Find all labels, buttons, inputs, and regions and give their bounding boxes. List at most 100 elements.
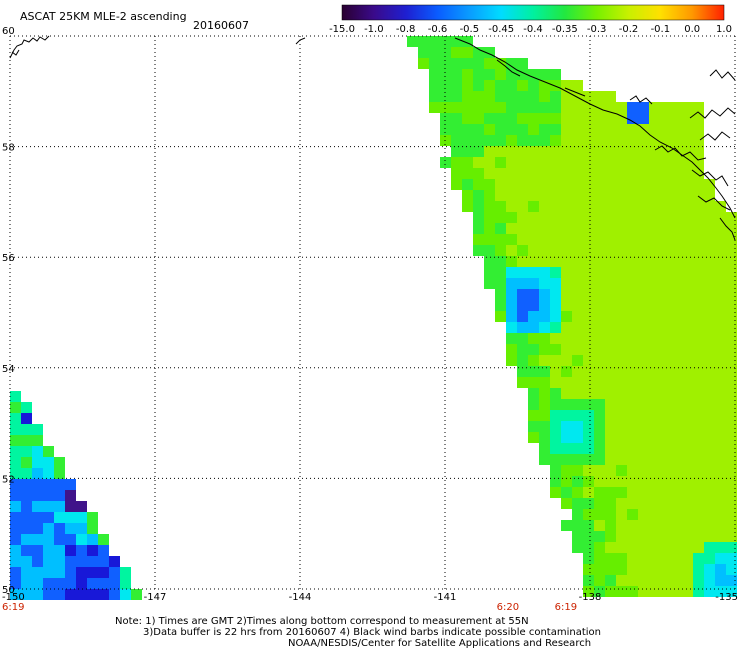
swath-cell — [54, 545, 65, 556]
swath-cell — [120, 578, 131, 589]
swath-cell — [594, 124, 605, 135]
swath-cell — [605, 146, 616, 157]
swath-cell — [550, 91, 561, 102]
swath-cell — [484, 245, 495, 256]
swath-cell — [440, 157, 451, 168]
swath-cell — [682, 520, 693, 531]
swath-cell — [671, 190, 682, 201]
swath-cell — [54, 589, 65, 600]
swath-cell — [10, 468, 21, 479]
swath-cell — [660, 355, 671, 366]
swath-cell — [682, 333, 693, 344]
swath-cell — [704, 190, 715, 201]
swath-cell — [616, 278, 627, 289]
swath-cell — [561, 366, 572, 377]
swath-cell — [671, 168, 682, 179]
swath-cell — [726, 465, 737, 476]
swath-cell — [528, 146, 539, 157]
swath-cell — [660, 212, 671, 223]
swath-cell — [43, 578, 54, 589]
swath-cell — [638, 212, 649, 223]
swath-cell — [484, 91, 495, 102]
swath-cell — [451, 91, 462, 102]
swath-cell — [65, 567, 76, 578]
swath-cell — [21, 501, 32, 512]
swath-cell — [682, 245, 693, 256]
swath-cell — [638, 520, 649, 531]
swath-cell — [660, 498, 671, 509]
swath-cell — [594, 564, 605, 575]
swath-cell — [627, 190, 638, 201]
swath-cell — [495, 190, 506, 201]
swath-cell — [495, 223, 506, 234]
swath-cell — [704, 245, 715, 256]
swath-cell — [539, 267, 550, 278]
swath-cell — [517, 113, 528, 124]
swath-cell — [726, 256, 737, 267]
swath-cell — [638, 553, 649, 564]
swath-cell — [638, 366, 649, 377]
swath-cell — [594, 575, 605, 586]
swath-cell — [682, 399, 693, 410]
swath-cell — [21, 457, 32, 468]
swath-cell — [715, 311, 726, 322]
swath-cell — [649, 476, 660, 487]
swath-cell — [550, 267, 561, 278]
swath-cell — [517, 179, 528, 190]
swath-cell — [495, 58, 506, 69]
swath-cell — [693, 498, 704, 509]
swath-cell — [638, 509, 649, 520]
swath-cell — [87, 512, 98, 523]
swath-cell — [32, 523, 43, 534]
swath-cell — [517, 245, 528, 256]
swath-west — [10, 391, 142, 600]
swath-cell — [429, 80, 440, 91]
swath-cell — [65, 578, 76, 589]
colorbar-tick-label: -0.35 — [552, 24, 578, 35]
swath-cell — [671, 465, 682, 476]
swath-cell — [594, 102, 605, 113]
swath-cell — [616, 553, 627, 564]
swath-cell — [671, 531, 682, 542]
swath-cell — [649, 333, 660, 344]
swath-cell — [682, 300, 693, 311]
swath-cell — [660, 344, 671, 355]
swath-cell — [473, 47, 484, 58]
swath-cell — [572, 157, 583, 168]
swath-cell — [715, 344, 726, 355]
swath-cell — [572, 355, 583, 366]
swath-cell — [539, 366, 550, 377]
swath-cell — [616, 432, 627, 443]
colorbar-tick-label: -0.2 — [619, 24, 639, 35]
swath-cell — [572, 487, 583, 498]
swath-cell — [583, 256, 594, 267]
swath-cell — [561, 124, 572, 135]
swath-cell — [32, 556, 43, 567]
longitude-label: -144 — [289, 592, 312, 603]
swath-cell — [572, 146, 583, 157]
swath-cell — [660, 333, 671, 344]
swath-cell — [726, 553, 737, 564]
swath-cell — [605, 267, 616, 278]
swath-cell — [649, 212, 660, 223]
swath-cell — [715, 388, 726, 399]
swath-cell — [561, 300, 572, 311]
swath-cell — [462, 91, 473, 102]
swath-cell — [726, 586, 737, 597]
swath-cell — [517, 201, 528, 212]
swath-cell — [495, 91, 506, 102]
swath-cell — [572, 377, 583, 388]
swath-cell — [561, 289, 572, 300]
swath-cell — [693, 179, 704, 190]
swath-cell — [120, 589, 131, 600]
swath-cell — [583, 223, 594, 234]
swath-cell — [109, 578, 120, 589]
swath-cell — [726, 245, 737, 256]
swath-cell — [528, 102, 539, 113]
swath-cell — [627, 168, 638, 179]
swath-cell — [429, 102, 440, 113]
swath-cell — [715, 366, 726, 377]
product-date: 20160607 — [193, 19, 249, 32]
swath-cell — [616, 454, 627, 465]
swath-cell — [473, 234, 484, 245]
